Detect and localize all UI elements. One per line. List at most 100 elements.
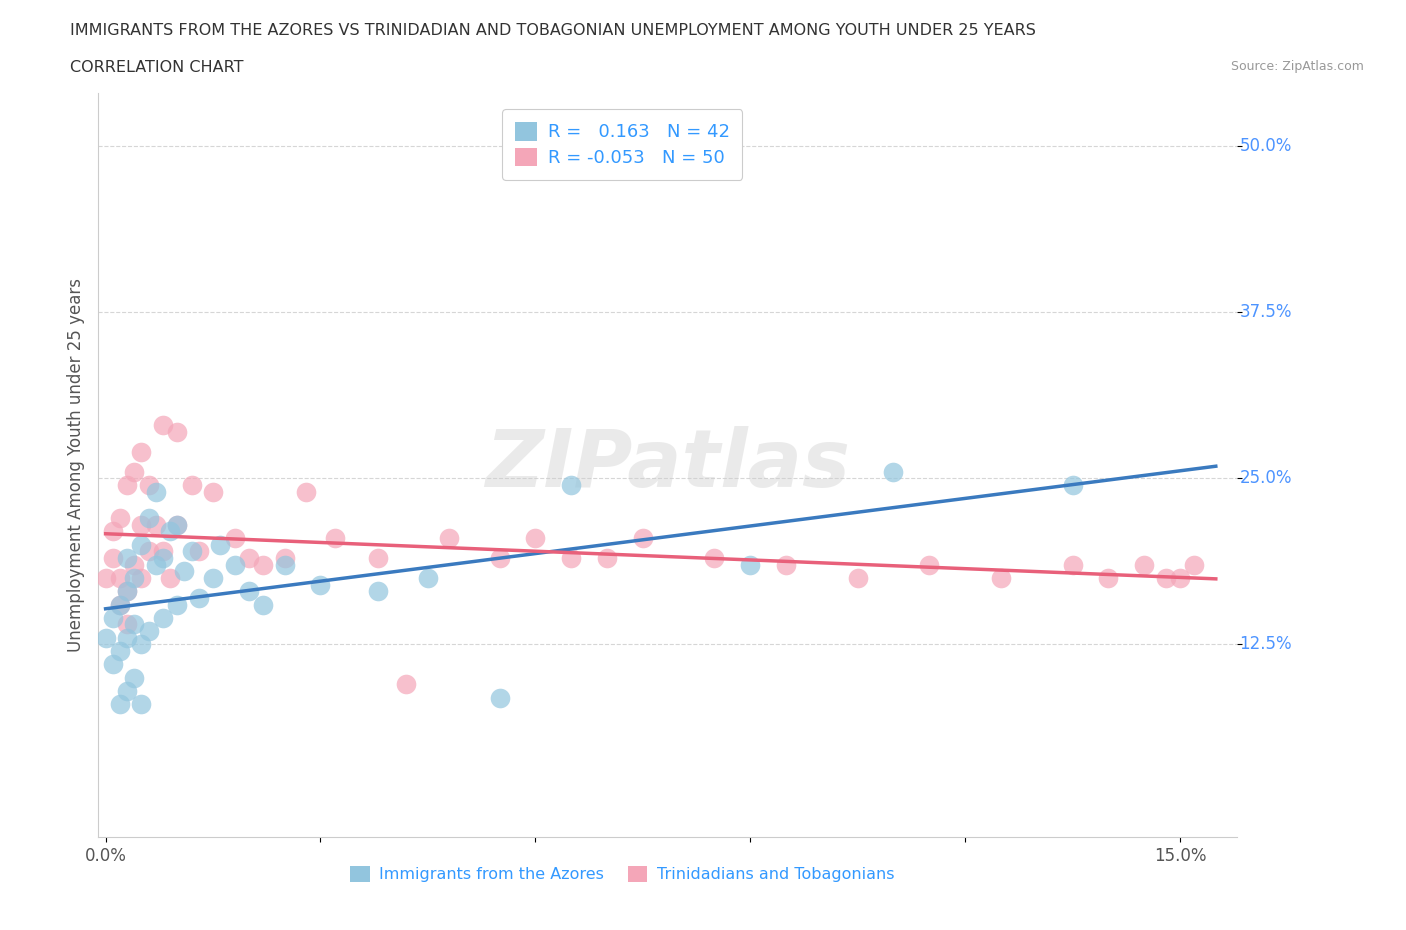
Point	[187, 591, 209, 605]
Point	[159, 524, 181, 538]
Y-axis label: Unemployment Among Youth under 25 years: Unemployment Among Youth under 25 years	[66, 278, 84, 652]
Point	[202, 570, 225, 585]
Point	[703, 551, 725, 565]
Point	[1133, 557, 1156, 572]
Point	[224, 557, 246, 572]
Point	[740, 557, 762, 572]
Point	[524, 531, 547, 546]
Text: 25.0%: 25.0%	[1240, 470, 1292, 487]
Point	[295, 485, 318, 499]
Point	[273, 557, 295, 572]
Point	[180, 477, 202, 492]
Point	[131, 517, 153, 532]
Point	[94, 631, 117, 645]
Point	[138, 511, 160, 525]
Point	[918, 557, 941, 572]
Point	[159, 570, 181, 585]
Point	[101, 524, 124, 538]
Point	[367, 584, 389, 599]
Point	[439, 531, 461, 546]
Text: IMMIGRANTS FROM THE AZORES VS TRINIDADIAN AND TOBAGONIAN UNEMPLOYMENT AMONG YOUT: IMMIGRANTS FROM THE AZORES VS TRINIDADIA…	[70, 23, 1036, 38]
Point	[238, 584, 260, 599]
Point	[115, 551, 138, 565]
Point	[122, 671, 145, 685]
Point	[846, 570, 869, 585]
Point	[166, 597, 188, 612]
Point	[252, 557, 274, 572]
Point	[115, 617, 138, 631]
Point	[187, 544, 209, 559]
Point	[122, 557, 145, 572]
Point	[131, 697, 153, 711]
Point	[166, 517, 188, 532]
Point	[108, 570, 131, 585]
Point	[145, 557, 167, 572]
Point	[138, 624, 160, 639]
Point	[1062, 477, 1084, 492]
Point	[224, 531, 246, 546]
Point	[108, 644, 131, 658]
Point	[1154, 570, 1177, 585]
Point	[115, 477, 138, 492]
Point	[395, 677, 418, 692]
Point	[990, 570, 1012, 585]
Point	[101, 657, 124, 671]
Point	[309, 578, 332, 592]
Point	[108, 597, 131, 612]
Point	[115, 684, 138, 698]
Point	[108, 697, 131, 711]
Text: Source: ZipAtlas.com: Source: ZipAtlas.com	[1230, 60, 1364, 73]
Point	[115, 584, 138, 599]
Text: ZIPatlas: ZIPatlas	[485, 426, 851, 504]
Point	[631, 531, 654, 546]
Point	[775, 557, 797, 572]
Point	[131, 445, 153, 459]
Point	[131, 570, 153, 585]
Point	[108, 597, 131, 612]
Point	[122, 617, 145, 631]
Point	[131, 637, 153, 652]
Point	[1097, 570, 1119, 585]
Text: CORRELATION CHART: CORRELATION CHART	[70, 60, 243, 75]
Point	[596, 551, 619, 565]
Point	[108, 511, 131, 525]
Point	[416, 570, 439, 585]
Text: 37.5%: 37.5%	[1240, 303, 1292, 321]
Point	[122, 570, 145, 585]
Point	[145, 485, 167, 499]
Point	[166, 517, 188, 532]
Point	[560, 551, 582, 565]
Point	[238, 551, 260, 565]
Point	[152, 551, 174, 565]
Point	[101, 551, 124, 565]
Point	[209, 538, 232, 552]
Point	[323, 531, 346, 546]
Point	[166, 424, 188, 439]
Legend: Immigrants from the Azores, Trinidadians and Tobagonians: Immigrants from the Azores, Trinidadians…	[344, 859, 901, 888]
Point	[101, 610, 124, 625]
Point	[560, 477, 582, 492]
Point	[152, 544, 174, 559]
Point	[1182, 557, 1205, 572]
Point	[1062, 557, 1084, 572]
Point	[145, 517, 167, 532]
Point	[488, 551, 510, 565]
Point	[115, 584, 138, 599]
Text: 12.5%: 12.5%	[1240, 635, 1292, 654]
Point	[138, 544, 160, 559]
Point	[367, 551, 389, 565]
Point	[115, 631, 138, 645]
Point	[252, 597, 274, 612]
Point	[131, 538, 153, 552]
Point	[1168, 570, 1191, 585]
Point	[882, 464, 904, 479]
Point	[273, 551, 295, 565]
Point	[488, 690, 510, 705]
Point	[173, 564, 195, 578]
Point	[122, 464, 145, 479]
Point	[202, 485, 225, 499]
Point	[152, 418, 174, 432]
Point	[152, 610, 174, 625]
Point	[94, 570, 117, 585]
Point	[138, 477, 160, 492]
